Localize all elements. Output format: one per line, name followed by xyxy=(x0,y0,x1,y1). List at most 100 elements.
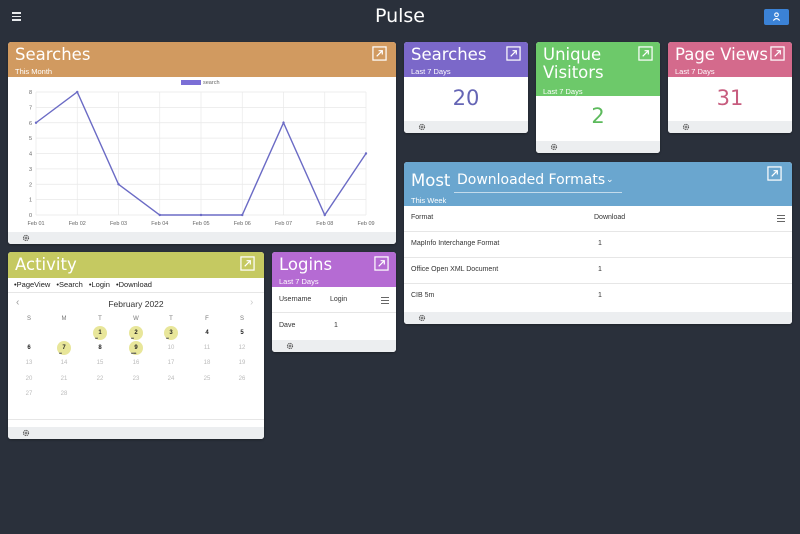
calendar-day[interactable]: 19 xyxy=(238,360,246,366)
unique-visitors-title: Unique Visitors xyxy=(543,45,604,82)
card-footer xyxy=(536,141,660,153)
weekday-label: F xyxy=(205,316,209,322)
calendar-day[interactable]: 18 xyxy=(203,360,211,366)
gear-icon[interactable] xyxy=(550,143,558,151)
select-underline xyxy=(454,192,622,193)
activity-day-highlight xyxy=(93,326,107,340)
app-title: Pulse xyxy=(374,5,426,27)
top-bar: Pulse xyxy=(0,0,800,36)
activity-day-highlight xyxy=(164,326,178,340)
legend-item: •PageView xyxy=(14,280,51,289)
logins-card: Logins Last 7 Days Username Login Dave 1 xyxy=(272,252,396,352)
table-row-format: MapInfo Interchange Format xyxy=(411,240,500,247)
legend-label: search xyxy=(203,80,220,86)
calendar-day[interactable]: 13 xyxy=(25,360,33,366)
activity-dots: •• xyxy=(95,336,98,342)
most-card: Most Downloaded Formats ⌄ This Week Form… xyxy=(404,162,792,324)
calendar-day[interactable]: 21 xyxy=(60,376,68,382)
calendar-day[interactable]: 16 xyxy=(132,360,140,366)
calendar-day[interactable]: 10 xyxy=(167,345,175,351)
activity-day-highlight xyxy=(57,341,71,355)
activity-title: Activity xyxy=(15,255,77,274)
card-footer xyxy=(272,340,396,352)
searches-stat-subtitle: Last 7 Days xyxy=(411,67,451,76)
column-menu-icon[interactable] xyxy=(777,215,785,224)
activity-header: Activity xyxy=(8,252,264,278)
page-views-header: Page Views Last 7 Days xyxy=(668,42,792,77)
calendar-day[interactable]: 2 xyxy=(134,330,138,336)
calendar-day[interactable]: 23 xyxy=(132,376,140,382)
activity-dots: •••• xyxy=(131,351,137,357)
calendar-day[interactable]: 20 xyxy=(25,376,33,382)
chevron-down-icon[interactable]: ⌄ xyxy=(606,174,614,184)
searches-stat-header: Searches Last 7 Days xyxy=(404,42,528,77)
expand-icon[interactable] xyxy=(374,256,389,271)
table-row-format: CIB 5m xyxy=(411,292,435,299)
expand-icon[interactable] xyxy=(767,166,782,181)
calendar-prev-button[interactable]: ‹ xyxy=(16,297,20,308)
menu-icon[interactable] xyxy=(12,12,21,21)
calendar-day[interactable]: 8 xyxy=(98,345,102,351)
gear-icon[interactable] xyxy=(22,429,30,437)
calendar-day[interactable]: 28 xyxy=(60,391,68,397)
page-views-card: Page Views Last 7 Days 31 xyxy=(668,42,792,133)
row-divider xyxy=(404,257,792,258)
expand-icon[interactable] xyxy=(506,46,521,61)
card-footer xyxy=(404,312,792,324)
calendar-day[interactable]: 25 xyxy=(203,376,211,382)
searches-chart-header: Searches This Month xyxy=(8,42,396,77)
table-row-download: 1 xyxy=(598,266,602,273)
gear-icon[interactable] xyxy=(22,234,30,242)
searches-chart-title: Searches xyxy=(15,45,91,64)
legend-item: •Login xyxy=(88,280,110,289)
row-divider xyxy=(272,312,396,313)
calendar-day[interactable]: 6 xyxy=(27,345,31,351)
calendar-day[interactable]: 15 xyxy=(96,360,104,366)
calendar-day[interactable]: 22 xyxy=(96,376,104,382)
calendar-day[interactable]: 27 xyxy=(25,391,33,397)
searches-stat-value: 20 xyxy=(452,86,480,110)
expand-icon[interactable] xyxy=(372,46,387,61)
gear-icon[interactable] xyxy=(418,123,426,131)
column-header-format: Format xyxy=(411,214,434,221)
expand-icon[interactable] xyxy=(240,256,255,271)
calendar-day[interactable]: 14 xyxy=(60,360,68,366)
expand-icon[interactable] xyxy=(638,46,653,61)
calendar-next-button[interactable]: › xyxy=(250,297,254,308)
row-divider xyxy=(404,283,792,284)
unique-visitors-subtitle: Last 7 Days xyxy=(543,87,583,96)
searches-chart-card: Searches This Month xyxy=(8,42,396,244)
most-select[interactable]: Downloaded Formats xyxy=(457,172,606,188)
activity-legend: •PageView •Search •Login •Download xyxy=(14,280,156,289)
searches-chart-subtitle: This Month xyxy=(15,67,53,76)
table-row-download: 1 xyxy=(598,292,602,299)
calendar-day[interactable]: 24 xyxy=(167,376,175,382)
gear-icon[interactable] xyxy=(286,342,294,350)
column-menu-icon[interactable] xyxy=(381,297,389,306)
calendar-month: February 2022 xyxy=(108,299,164,309)
expand-icon[interactable] xyxy=(770,46,785,61)
user-button[interactable] xyxy=(764,9,789,25)
most-subtitle: This Week xyxy=(411,196,447,205)
calendar-day[interactable]: 3 xyxy=(169,330,173,336)
calendar-day[interactable]: 17 xyxy=(167,360,175,366)
calendar-day[interactable]: 12 xyxy=(238,345,246,351)
calendar-day[interactable]: 4 xyxy=(205,330,209,336)
gear-icon[interactable] xyxy=(418,314,426,322)
calendar-day[interactable]: 9 xyxy=(134,345,138,351)
chart-legend: search xyxy=(181,80,220,86)
legend-item: •Download xyxy=(115,280,152,289)
calendar-day[interactable]: 7 xyxy=(62,345,66,351)
weekday-label: M xyxy=(61,316,67,322)
card-footer xyxy=(8,232,396,244)
weekday-label: S xyxy=(26,316,31,322)
gear-icon[interactable] xyxy=(682,123,690,131)
activity-dots: •• xyxy=(131,336,134,342)
calendar-day[interactable]: 26 xyxy=(238,376,246,382)
column-header-login: Login xyxy=(330,296,348,303)
calendar-day[interactable]: 11 xyxy=(203,345,211,351)
calendar-day[interactable]: 1 xyxy=(98,330,102,336)
calendar-day[interactable]: 5 xyxy=(240,330,244,336)
table-row-username: Dave xyxy=(279,322,296,329)
weekday-label: T xyxy=(169,316,173,322)
